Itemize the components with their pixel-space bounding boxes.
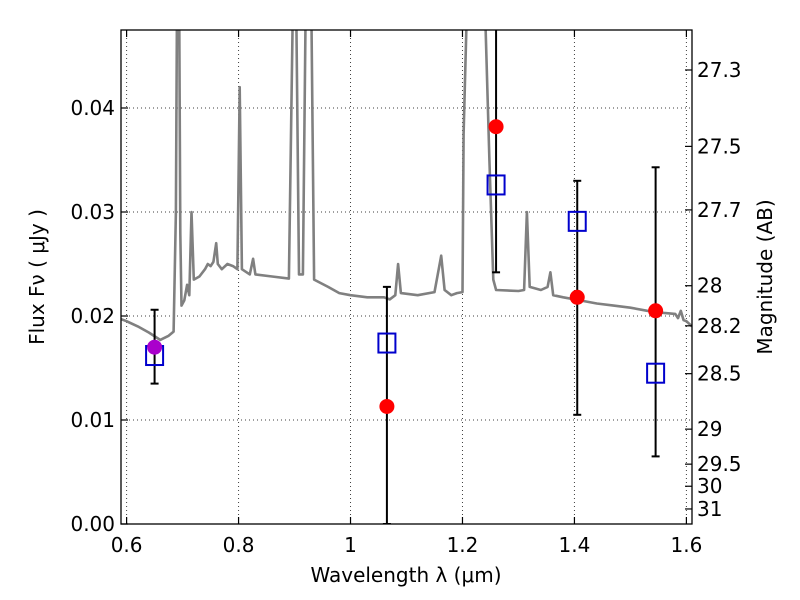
y2-tick-label: 28 [697,274,722,298]
y2-axis-title: Magnitude (AB) [753,199,777,354]
model-photometry-square [377,332,397,354]
observed-point [488,119,504,135]
y-tick-label: 0.04 [70,96,115,120]
model-photometry-square [646,362,666,384]
y2-tick-label: 29.5 [697,452,742,476]
y2-tick-label: 27.3 [697,58,742,82]
y2-tick-label: 27.7 [697,198,742,222]
observed-point [648,303,664,319]
y-axis-title: Flux Fν ( μJy ) [25,209,49,345]
model-spectrum-line [121,30,692,342]
model-photometry-square [486,174,506,196]
y-tick-label: 0.01 [70,408,115,432]
model-photometry-square [567,210,587,232]
x-tick-label: 1.4 [559,533,591,557]
x-tick-label: 0.8 [223,533,255,557]
observed-point [379,398,395,414]
y2-tick-label: 30 [697,474,722,498]
plot-frame [120,29,693,525]
axis-tick-labels: 0.6 0.8 1 1.2 1.4 1.6 0.00 0.01 0.02 0.03 0.04 27.3… [70,58,741,557]
y2-tick-label: 27.5 [697,134,742,158]
reference-point [147,339,163,355]
y2-tick-label: 29 [697,417,722,441]
y-tick-label: 0.02 [70,304,115,328]
x-tick-label: 0.6 [111,533,143,557]
x-tick-label: 1 [344,533,357,557]
y-tick-label: 0.00 [70,512,115,536]
x-tick-label: 1.2 [447,533,479,557]
y2-tick-label: 28.2 [697,314,742,338]
axis-ticks [121,30,692,525]
x-axis-title: Wavelength λ (μm) [310,563,501,587]
x-tick-label: 1.6 [670,533,702,557]
y-tick-label: 0.03 [70,200,115,224]
grid-lines [121,30,692,525]
y2-tick-label: 28.5 [697,362,742,386]
y2-tick-label: 31 [697,497,722,521]
plot-area [121,30,692,524]
observed-point [569,289,585,305]
